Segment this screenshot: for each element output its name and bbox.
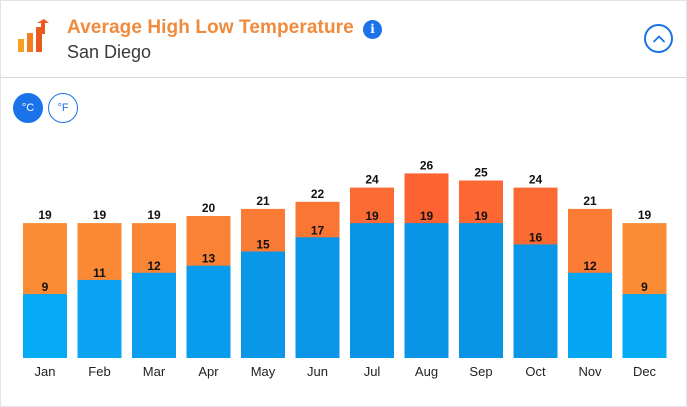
low-temp-bar (77, 279, 122, 358)
low-temp-bar (622, 294, 667, 358)
high-temp-label: 19 (93, 208, 107, 222)
location-subtitle: San Diego (67, 42, 152, 62)
low-temp-bar (295, 237, 340, 358)
low-temp-label: 17 (311, 223, 325, 237)
low-temp-label: 12 (147, 259, 161, 273)
high-temp-label: 24 (365, 173, 379, 187)
chevron-up-icon (653, 35, 665, 43)
high-temp-label: 26 (420, 158, 434, 172)
low-temp-bar (186, 265, 231, 358)
high-temp-label: 21 (256, 194, 270, 208)
month-tick-label: Oct (525, 364, 546, 379)
month-tick-label: Apr (198, 364, 219, 379)
low-temp-label: 9 (42, 280, 49, 294)
month-tick-label: Jun (307, 364, 328, 379)
low-temp-bar (404, 223, 449, 358)
low-temp-bar (459, 223, 503, 358)
low-temp-label: 15 (256, 238, 270, 252)
month-tick-label: Aug (415, 364, 438, 379)
month-tick-label: Dec (633, 364, 657, 379)
low-temp-label: 19 (365, 209, 379, 223)
low-temp-bar (350, 223, 394, 358)
high-temp-label: 19 (147, 208, 161, 222)
high-temp-label: 21 (583, 194, 597, 208)
high-temp-label: 25 (474, 166, 488, 180)
low-temp-label: 19 (474, 209, 488, 223)
low-temp-label: 9 (641, 280, 648, 294)
celsius-toggle[interactable]: °C (13, 93, 43, 123)
month-tick-label: Jul (364, 364, 381, 379)
month-tick-label: Mar (143, 364, 166, 379)
month-tick-label: Feb (88, 364, 110, 379)
low-temp-bar (23, 294, 67, 358)
fahrenheit-toggle[interactable]: °F (48, 93, 78, 123)
low-temp-bar (513, 244, 558, 358)
low-temp-label: 12 (583, 259, 597, 273)
month-tick-label: Sep (469, 364, 492, 379)
card-header: Average High Low Temperature San Diego i (1, 1, 687, 78)
high-temp-label: 20 (202, 201, 216, 215)
month-tick-label: Nov (578, 364, 602, 379)
page-title: Average High Low Temperature (67, 17, 354, 38)
info-icon[interactable]: i (363, 20, 382, 39)
low-temp-label: 16 (529, 230, 543, 244)
month-tick-label: May (251, 364, 276, 379)
bar-chart-arrow-icon (18, 19, 49, 52)
low-temp-bar (568, 272, 612, 358)
low-temp-bar (241, 251, 285, 358)
low-temp-label: 19 (420, 209, 434, 223)
collapse-button[interactable] (644, 24, 673, 53)
low-temp-label: 13 (202, 252, 216, 266)
high-temp-label: 19 (38, 208, 52, 222)
high-temp-label: 22 (311, 187, 325, 201)
month-tick-label: Jan (35, 364, 56, 379)
low-temp-label: 11 (93, 266, 106, 280)
temperature-chart: 19 9 Jan 19 11 Feb 19 12 Mar 20 13 Apr 21 15 May 22 17 Ju… (23, 158, 667, 379)
low-temp-bar (132, 272, 176, 358)
high-temp-label: 24 (529, 173, 543, 187)
high-temp-label: 19 (638, 208, 652, 222)
